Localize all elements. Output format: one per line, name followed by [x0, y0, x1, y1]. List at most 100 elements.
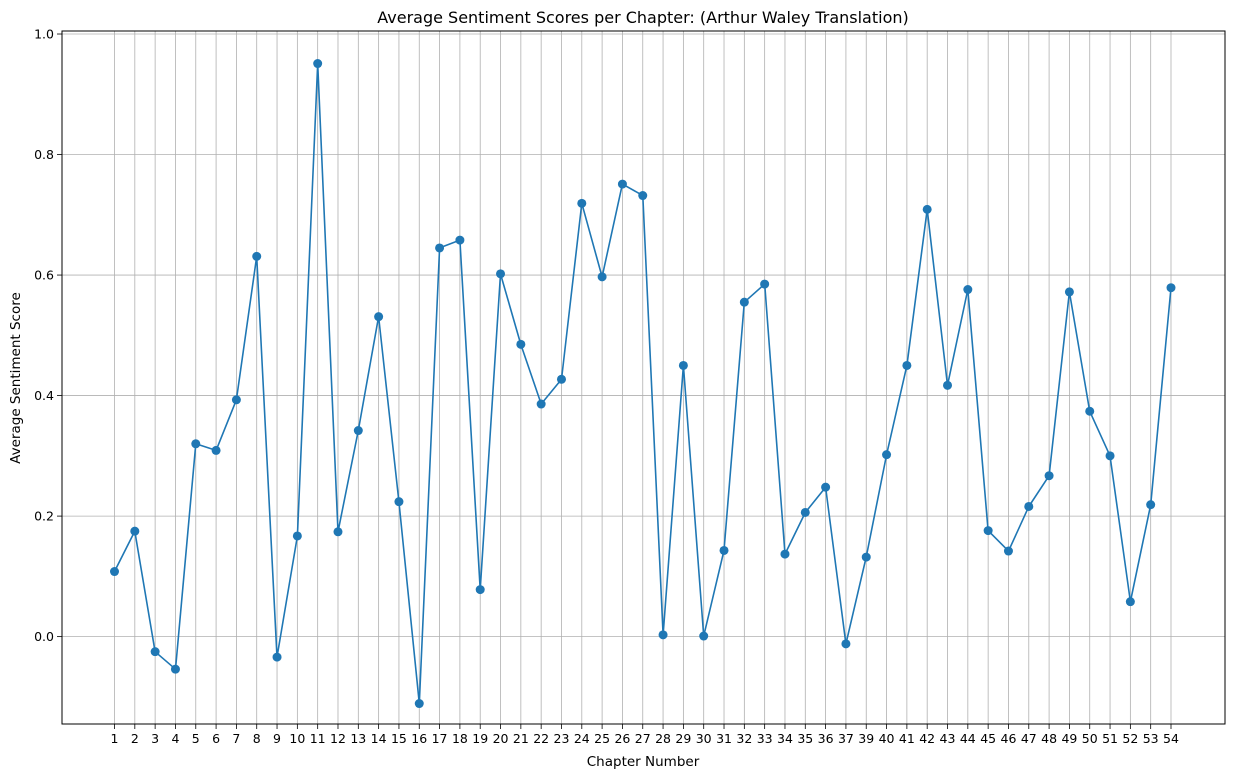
y-tick-label: 0.8 — [34, 147, 54, 162]
x-tick-label: 8 — [253, 731, 261, 746]
x-tick-label: 23 — [554, 731, 570, 746]
data-point — [719, 545, 729, 555]
data-point — [556, 374, 566, 384]
x-axis-ticks: 1 2 3 4 5 6 7 8 9 10 11 12 13 14 15 16 17 18 19 20 21 22 23 24 2… — [111, 724, 1179, 746]
x-tick-label: 36 — [818, 731, 834, 746]
y-axis-label: Average Sentiment Score — [8, 292, 24, 464]
data-point — [1044, 471, 1054, 481]
data-point — [1125, 597, 1135, 607]
data-point — [292, 531, 302, 541]
x-tick-label: 16 — [411, 731, 427, 746]
x-tick-label: 47 — [1021, 731, 1037, 746]
data-point — [800, 507, 810, 517]
data-point — [780, 549, 790, 559]
data-point — [902, 360, 912, 370]
data-point — [414, 699, 424, 709]
data-point — [272, 652, 282, 662]
x-tick-label: 52 — [1122, 731, 1138, 746]
x-tick-label: 30 — [696, 731, 712, 746]
x-tick-label: 44 — [960, 731, 976, 746]
data-point — [110, 567, 119, 577]
x-tick-label: 10 — [289, 731, 305, 746]
data-point — [678, 360, 688, 370]
data-point — [1085, 406, 1095, 416]
x-tick-label: 19 — [472, 731, 488, 746]
data-point — [333, 527, 343, 537]
data-point — [658, 630, 668, 640]
x-tick-label: 13 — [350, 731, 366, 746]
x-tick-label: 11 — [310, 731, 326, 746]
x-tick-label: 54 — [1163, 731, 1179, 746]
x-tick-label: 24 — [574, 731, 590, 746]
plot-area-frame — [61, 30, 1226, 725]
x-tick-label: 32 — [736, 731, 752, 746]
x-tick-label: 43 — [940, 731, 956, 746]
data-point — [353, 426, 363, 436]
data-point — [821, 482, 831, 492]
data-point — [313, 59, 323, 69]
data-point — [841, 639, 851, 649]
chart-title: Average Sentiment Scores per Chapter: (A… — [377, 8, 909, 27]
data-point — [211, 445, 221, 455]
x-tick-label: 46 — [1001, 731, 1017, 746]
x-tick-label: 48 — [1041, 731, 1057, 746]
x-tick-label: 6 — [212, 731, 220, 746]
data-point — [963, 285, 973, 295]
x-tick-label: 3 — [151, 731, 159, 746]
x-tick-label: 14 — [371, 731, 387, 746]
x-tick-label: 35 — [797, 731, 813, 746]
x-tick-label: 49 — [1061, 731, 1077, 746]
x-tick-label: 39 — [858, 731, 874, 746]
data-point — [516, 339, 526, 349]
data-point — [130, 526, 140, 536]
y-axis-ticks: 0.0 0.2 0.4 0.6 0.8 1.0 — [34, 27, 62, 644]
y-tick-label: 1.0 — [34, 27, 54, 42]
data-point — [252, 251, 262, 261]
y-tick-label: 0.6 — [34, 268, 54, 283]
data-point — [496, 269, 506, 279]
data-point — [922, 204, 932, 214]
x-tick-label: 29 — [675, 731, 691, 746]
data-point — [1003, 546, 1013, 556]
x-tick-label: 17 — [432, 731, 448, 746]
data-point — [617, 179, 627, 189]
x-axis-label: Chapter Number — [587, 754, 700, 770]
data-point — [882, 450, 892, 460]
x-tick-label: 1 — [111, 731, 119, 746]
data-point — [170, 664, 180, 674]
x-tick-label: 34 — [777, 731, 793, 746]
data-point — [231, 395, 241, 405]
data-point — [943, 380, 953, 390]
series-line-group — [110, 59, 1176, 709]
x-tick-label: 50 — [1082, 731, 1098, 746]
y-tick-label: 0.4 — [34, 388, 54, 403]
x-tick-label: 27 — [635, 731, 651, 746]
data-point — [983, 526, 993, 536]
x-tick-label: 7 — [232, 731, 240, 746]
x-tick-label: 21 — [513, 731, 529, 746]
data-point — [577, 198, 587, 208]
x-tick-label: 41 — [899, 731, 915, 746]
data-point — [739, 297, 749, 307]
x-tick-label: 53 — [1143, 731, 1159, 746]
x-tick-label: 40 — [879, 731, 895, 746]
data-point — [475, 585, 485, 595]
x-tick-label: 9 — [273, 731, 281, 746]
y-tick-label: 0.0 — [34, 629, 54, 644]
x-tick-label: 37 — [838, 731, 854, 746]
y-tick-label: 0.2 — [34, 509, 54, 524]
x-tick-label: 18 — [452, 731, 468, 746]
data-point — [394, 497, 404, 507]
x-tick-label: 51 — [1102, 731, 1118, 746]
x-tick-label: 25 — [594, 731, 610, 746]
data-point — [861, 552, 871, 562]
x-tick-label: 22 — [533, 731, 549, 746]
data-point — [374, 312, 384, 322]
data-point — [1146, 500, 1156, 510]
x-tick-label: 2 — [131, 731, 139, 746]
data-point — [536, 399, 546, 409]
x-tick-label: 33 — [757, 731, 773, 746]
x-tick-label: 26 — [614, 731, 630, 746]
data-point — [638, 191, 648, 201]
